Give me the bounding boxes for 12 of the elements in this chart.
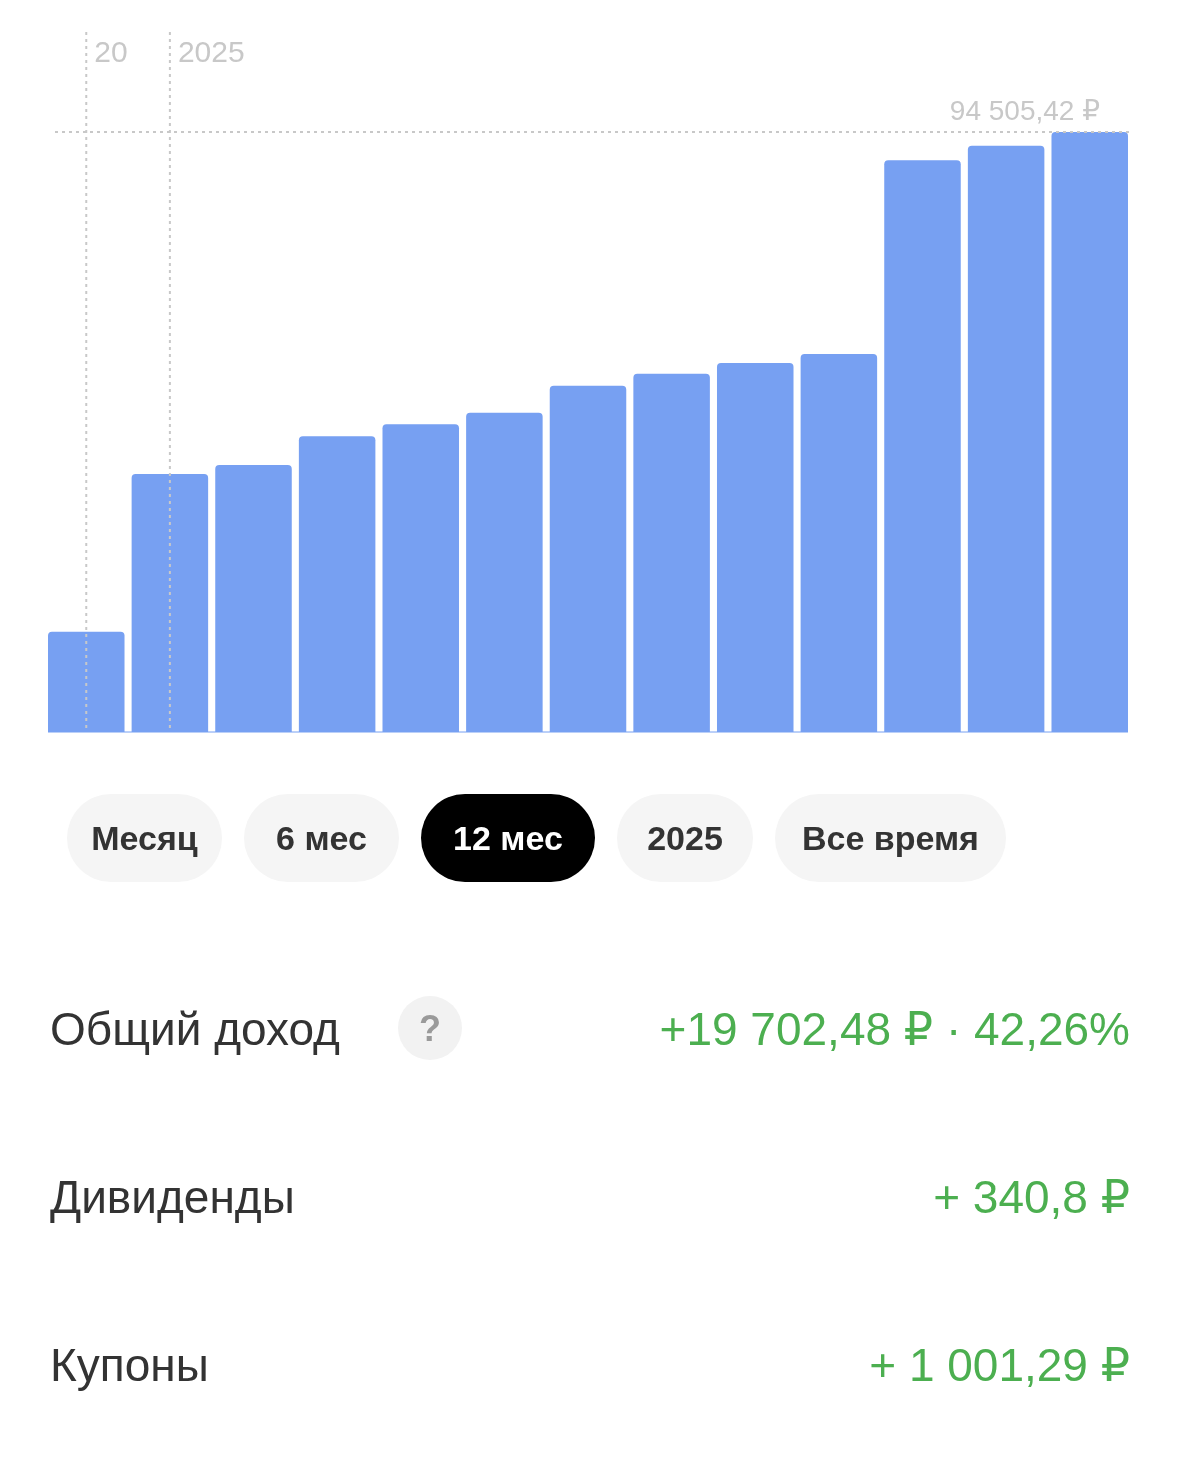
- text: Купоны: [50, 1339, 209, 1391]
- period-button: 2025: [617, 794, 753, 882]
- period-button: Месяц: [67, 794, 222, 882]
- text: +19 702,48 ₽ · 42,26%: [659, 1003, 1130, 1055]
- period-button: 12 мес: [421, 794, 595, 882]
- period-button: Все время: [775, 794, 1006, 882]
- text: Дивиденды: [50, 1171, 295, 1223]
- help-icon: ?: [398, 996, 462, 1060]
- text: + 340,8 ₽: [933, 1171, 1130, 1223]
- period-button: 6 мес: [244, 794, 399, 882]
- text: + 1 001,29 ₽: [869, 1339, 1130, 1391]
- text: Общий доход: [50, 1003, 341, 1055]
